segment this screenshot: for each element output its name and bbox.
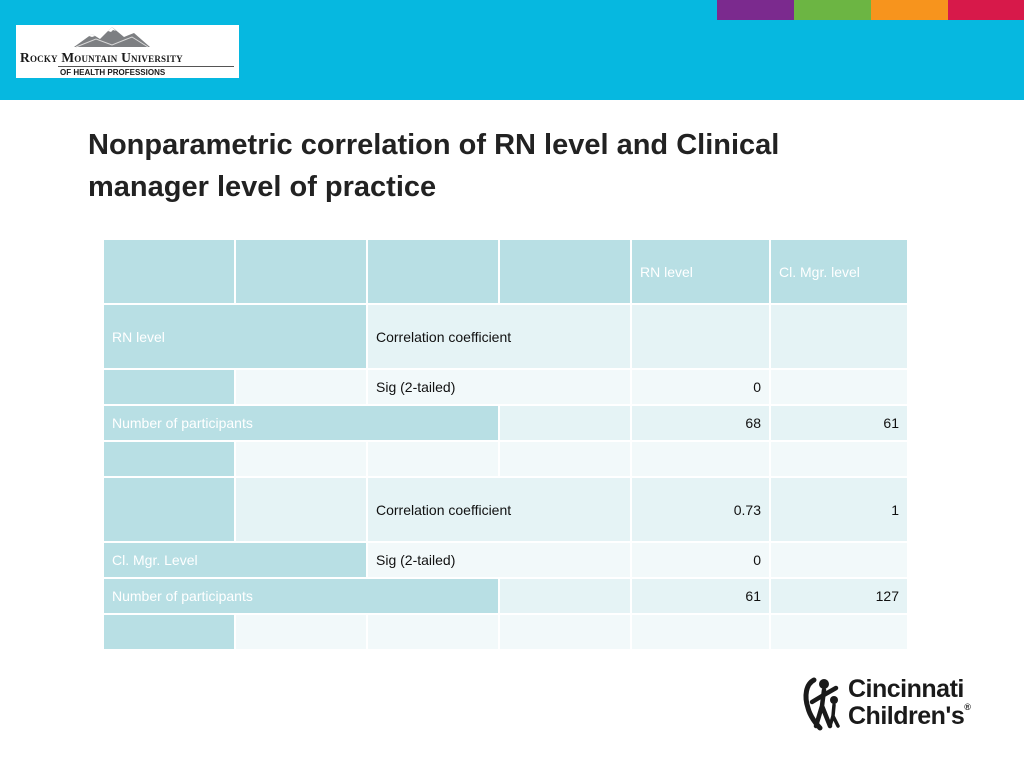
header-cell-empty bbox=[500, 240, 630, 303]
empty-cell bbox=[368, 615, 498, 649]
stat-label: Correlation coefficient bbox=[368, 305, 630, 368]
value-cell: 0.73 bbox=[632, 478, 769, 541]
university-name: Rocky Mountain University bbox=[20, 50, 183, 65]
value-cell bbox=[632, 305, 769, 368]
header-mgr-level: Cl. Mgr. level bbox=[771, 240, 907, 303]
title-line-1: Nonparametric correlation of RN level an… bbox=[88, 129, 780, 161]
children-figure-icon bbox=[803, 677, 840, 731]
cincinnati-childrens-logo: Cincinnati Children's® bbox=[800, 672, 990, 734]
table-row: Sig (2-tailed) 0 bbox=[104, 370, 907, 404]
empty-cell bbox=[368, 442, 498, 476]
color-strip-red bbox=[948, 0, 1024, 20]
header-cell-empty bbox=[104, 240, 234, 303]
table-row bbox=[104, 442, 907, 476]
empty-cell bbox=[500, 406, 630, 440]
logo-text-line-2: Children's® bbox=[848, 702, 971, 731]
stat-label: Sig (2-tailed) bbox=[368, 370, 630, 404]
stat-label: Sig (2-tailed) bbox=[368, 543, 630, 577]
table-row: Number of participants 61 127 bbox=[104, 579, 907, 613]
logo-text-line-1: Cincinnati bbox=[848, 675, 964, 703]
row-label-participants: Number of participants bbox=[104, 579, 498, 613]
row-label-mgr-level: Cl. Mgr. Level bbox=[104, 543, 366, 577]
empty-cell bbox=[771, 442, 907, 476]
table-header-row: RN level Cl. Mgr. level bbox=[104, 240, 907, 303]
row-label-rn-level: RN level bbox=[104, 305, 366, 368]
university-logo: Rocky Mountain University OF HEALTH PROF… bbox=[16, 25, 239, 78]
logo-divider bbox=[58, 66, 234, 67]
table-row: Number of participants 68 61 bbox=[104, 406, 907, 440]
value-cell: 1 bbox=[771, 478, 907, 541]
value-cell: 68 bbox=[632, 406, 769, 440]
empty-cell bbox=[236, 478, 366, 541]
table-row: Correlation coefficient 0.73 1 bbox=[104, 478, 907, 541]
correlation-table: RN level Cl. Mgr. level RN level Correla… bbox=[102, 238, 909, 651]
mountain-icon bbox=[74, 27, 150, 48]
title-line-2: manager level of practice bbox=[88, 171, 437, 203]
empty-cell bbox=[771, 615, 907, 649]
slide-title: Nonparametric correlation of RN level an… bbox=[88, 124, 968, 208]
row-label-cell bbox=[104, 615, 234, 649]
empty-cell bbox=[632, 442, 769, 476]
row-label-cell bbox=[104, 478, 234, 541]
row-label-cell bbox=[104, 442, 234, 476]
value-cell bbox=[771, 543, 907, 577]
logo-text-childrens: Children's bbox=[848, 702, 965, 730]
header-cell-empty bbox=[236, 240, 366, 303]
color-strip-purple bbox=[717, 0, 794, 20]
table-row: Cl. Mgr. Level Sig (2-tailed) 0 bbox=[104, 543, 907, 577]
empty-cell bbox=[500, 442, 630, 476]
value-cell: 61 bbox=[632, 579, 769, 613]
registered-mark: ® bbox=[964, 702, 971, 712]
university-subtitle: OF HEALTH PROFESSIONS bbox=[60, 68, 166, 77]
row-label-cell bbox=[104, 370, 234, 404]
empty-cell bbox=[500, 615, 630, 649]
value-cell: 61 bbox=[771, 406, 907, 440]
empty-cell bbox=[632, 615, 769, 649]
table-row bbox=[104, 615, 907, 649]
header-cell-empty bbox=[368, 240, 498, 303]
header-rn-level: RN level bbox=[632, 240, 769, 303]
empty-cell bbox=[236, 370, 366, 404]
table-row: RN level Correlation coefficient bbox=[104, 305, 907, 368]
value-cell: 0 bbox=[632, 370, 769, 404]
row-label-participants: Number of participants bbox=[104, 406, 498, 440]
empty-cell bbox=[236, 615, 366, 649]
empty-cell bbox=[236, 442, 366, 476]
value-cell: 127 bbox=[771, 579, 907, 613]
stat-label: Correlation coefficient bbox=[368, 478, 630, 541]
value-cell bbox=[771, 305, 907, 368]
color-strip-orange bbox=[871, 0, 948, 20]
value-cell bbox=[771, 370, 907, 404]
color-strip-green bbox=[794, 0, 871, 20]
value-cell: 0 bbox=[632, 543, 769, 577]
empty-cell bbox=[500, 579, 630, 613]
